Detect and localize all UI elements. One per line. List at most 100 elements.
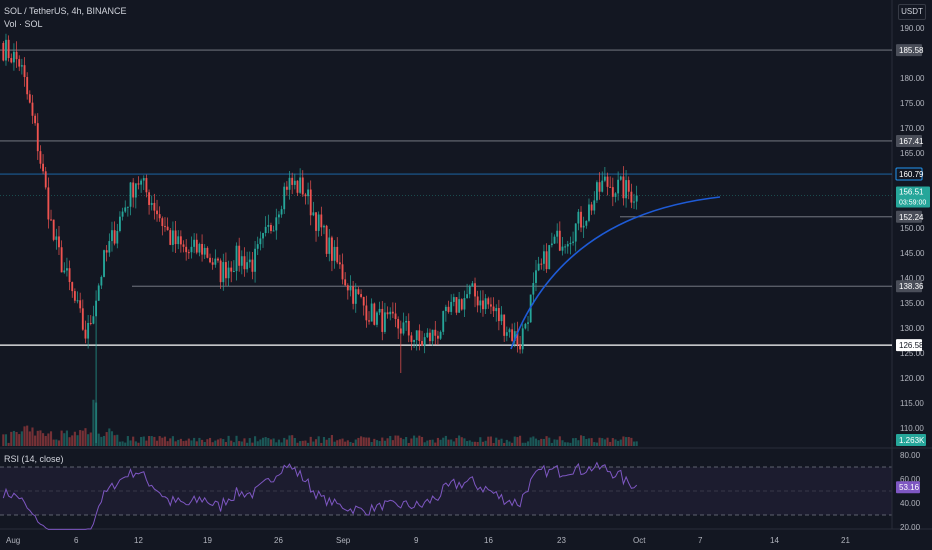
candle-body[interactable] <box>100 276 103 286</box>
currency-selector[interactable]: USDT <box>898 4 926 20</box>
candle-body[interactable] <box>500 314 503 322</box>
candle-body[interactable] <box>137 183 140 185</box>
candle-body[interactable] <box>474 283 476 297</box>
candle-body[interactable] <box>495 308 498 312</box>
candle-body[interactable] <box>548 245 551 270</box>
candle-body[interactable] <box>482 300 484 310</box>
candle-body[interactable] <box>458 299 461 313</box>
candle-body[interactable] <box>36 123 39 152</box>
candle-body[interactable] <box>577 211 580 224</box>
candle-body[interactable] <box>542 251 545 264</box>
candle-body[interactable] <box>270 224 272 231</box>
candle-body[interactable] <box>569 242 572 245</box>
candle-body[interactable] <box>444 306 447 312</box>
candle-body[interactable] <box>185 246 188 253</box>
candle-body[interactable] <box>524 323 527 329</box>
candle-body[interactable] <box>429 332 431 342</box>
candle-body[interactable] <box>635 195 638 202</box>
candle-body[interactable] <box>34 115 37 124</box>
candle-body[interactable] <box>283 186 286 210</box>
candle-body[interactable] <box>26 77 29 95</box>
candle-body[interactable] <box>47 187 50 220</box>
candle-body[interactable] <box>240 256 243 266</box>
candle-body[interactable] <box>598 182 601 192</box>
candle-body[interactable] <box>323 225 325 228</box>
candle-body[interactable] <box>158 214 161 219</box>
candle-body[interactable] <box>492 306 495 312</box>
candle-body[interactable] <box>280 209 283 215</box>
candle-body[interactable] <box>214 258 217 265</box>
candle-body[interactable] <box>317 214 320 231</box>
candle-body[interactable] <box>580 211 582 228</box>
candle-body[interactable] <box>222 262 225 283</box>
candle-body[interactable] <box>378 308 381 313</box>
candle-body[interactable] <box>413 340 416 342</box>
candle-body[interactable] <box>256 244 259 249</box>
candle-body[interactable] <box>209 257 211 263</box>
candle-body[interactable] <box>357 289 360 295</box>
candle-body[interactable] <box>251 259 254 272</box>
candle-body[interactable] <box>452 297 455 302</box>
candle-body[interactable] <box>320 214 323 228</box>
candle-body[interactable] <box>193 239 196 247</box>
candle-body[interactable] <box>582 225 585 228</box>
candle-body[interactable] <box>20 65 23 67</box>
candle-body[interactable] <box>415 330 418 341</box>
candle-body[interactable] <box>532 282 535 295</box>
candle-body[interactable] <box>545 251 548 270</box>
candle-body[interactable] <box>177 236 180 245</box>
candle-body[interactable] <box>354 289 357 304</box>
candle-body[interactable] <box>217 258 219 261</box>
candle-body[interactable] <box>248 259 251 263</box>
candle-body[interactable] <box>341 264 344 280</box>
candle-body[interactable] <box>360 294 363 297</box>
candle-body[interactable] <box>315 212 317 231</box>
candle-body[interactable] <box>418 330 421 341</box>
candle-body[interactable] <box>126 206 129 208</box>
candle-body[interactable] <box>84 329 87 339</box>
candle-body[interactable] <box>15 51 18 60</box>
candle-body[interactable] <box>426 332 429 338</box>
candle-body[interactable] <box>550 243 553 246</box>
candle-body[interactable] <box>2 43 5 61</box>
candle-body[interactable] <box>561 246 564 251</box>
candle-body[interactable] <box>487 298 490 305</box>
candle-body[interactable] <box>142 178 145 181</box>
candle-body[interactable] <box>333 246 336 261</box>
candle-body[interactable] <box>148 192 151 205</box>
candle-body[interactable] <box>23 65 26 78</box>
candle-body[interactable] <box>71 282 74 292</box>
candle-body[interactable] <box>383 312 386 332</box>
rounded-trend-curve[interactable] <box>510 196 721 350</box>
candle-body[interactable] <box>227 267 230 279</box>
time-axis[interactable]: Aug 6 12 19 26 Sep 9 16 23 Oct 7 14 21 <box>6 536 850 545</box>
candle-body[interactable] <box>254 248 257 272</box>
candle-body[interactable] <box>118 216 121 232</box>
candle-body[interactable] <box>423 337 426 346</box>
candle-body[interactable] <box>434 329 437 336</box>
candle-body[interactable] <box>476 296 479 306</box>
candle-body[interactable] <box>436 335 439 339</box>
candle-body[interactable] <box>293 180 296 185</box>
candle-body[interactable] <box>609 186 612 188</box>
candle-body[interactable] <box>556 230 559 237</box>
candle-body[interactable] <box>179 236 182 245</box>
candle-body[interactable] <box>601 180 604 192</box>
candle-body[interactable] <box>399 328 402 334</box>
candle-body[interactable] <box>174 230 177 245</box>
candle-body[interactable] <box>116 231 119 244</box>
candle-body[interactable] <box>535 270 537 283</box>
candle-body[interactable] <box>537 263 540 271</box>
candle-body[interactable] <box>50 219 52 221</box>
candle-body[interactable] <box>140 180 143 185</box>
candle-body[interactable] <box>376 312 378 325</box>
candle-body[interactable] <box>55 236 58 240</box>
candle-body[interactable] <box>336 246 339 263</box>
candle-body[interactable] <box>622 176 625 199</box>
candle-body[interactable] <box>272 230 275 232</box>
candle-body[interactable] <box>235 245 238 272</box>
candle-body[interactable] <box>466 294 469 299</box>
candle-body[interactable] <box>65 268 68 271</box>
candle-body[interactable] <box>386 312 389 315</box>
candle-body[interactable] <box>447 306 450 312</box>
